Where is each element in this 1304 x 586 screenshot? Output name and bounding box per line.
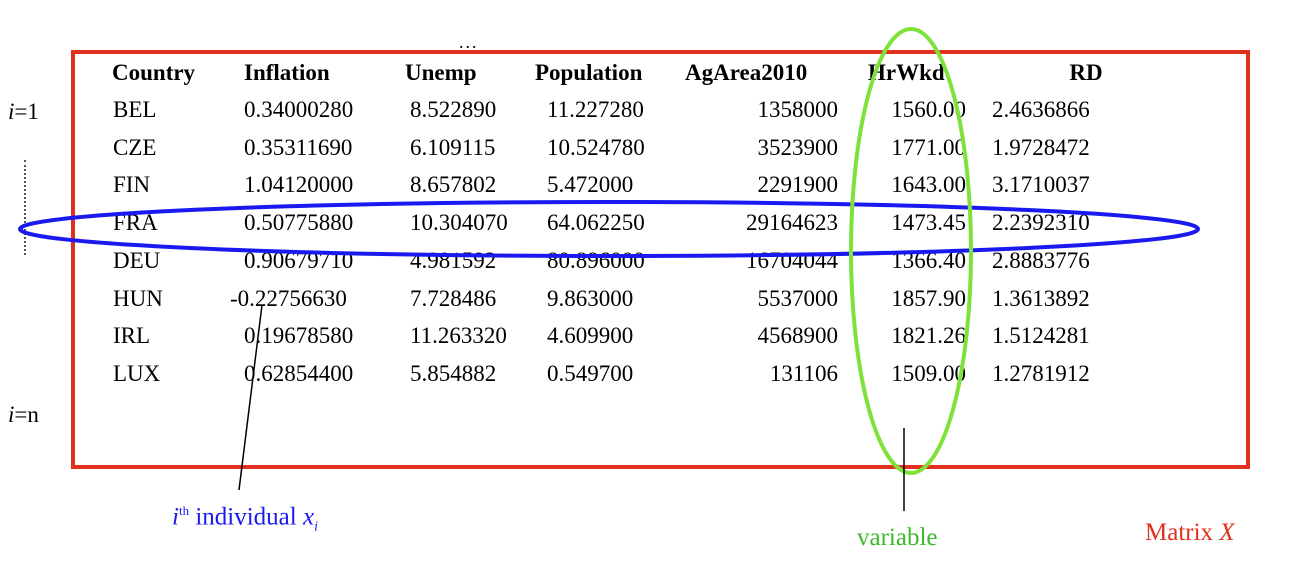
table-cell: 5.854882 [410, 360, 497, 386]
table-cell: 8.522890 [410, 97, 497, 122]
matrix-caption: Matrix X [1145, 519, 1235, 546]
table-cell: 11.263320 [410, 323, 507, 349]
row-country-code: CZE [113, 134, 157, 160]
table-cell: 9.863000 [547, 285, 634, 311]
column-header: Unemp [405, 60, 477, 85]
table-cell: 1.5124281 [992, 323, 1090, 349]
variable-ellipse [849, 27, 973, 475]
table-cell: 10.304070 [410, 210, 508, 236]
table-cell: 1.04120000 [244, 172, 354, 198]
table-cell: 2.4636866 [992, 97, 1090, 122]
individual-caption: ith individual xi [172, 503, 318, 535]
table-cell: 0.549700 [547, 360, 634, 386]
table-cell: 1643.00 [891, 172, 966, 198]
row-label-last: i=n [8, 402, 39, 427]
table-cell: -0.22756630 [230, 285, 347, 311]
table-cell: 1509.00 [891, 360, 966, 386]
variable-caption: variable [857, 524, 938, 551]
table-cell: 4.609900 [547, 323, 634, 349]
table-cell: 1473.45 [891, 210, 966, 236]
table-cell: 64.062250 [547, 210, 645, 236]
table-cell: 1358000 [757, 97, 839, 122]
table-cell: 1.2781912 [992, 360, 1090, 386]
table-cell: 7.728486 [410, 285, 497, 311]
table-cell: 0.35311690 [244, 134, 353, 160]
column-header: Inflation [244, 60, 330, 85]
table-cell: 8.657802 [410, 172, 497, 198]
column-header: HrWkd [868, 60, 945, 85]
table-cell: 0.34000280 [244, 97, 354, 122]
column-header: Country [112, 60, 196, 85]
row-country-code: DEU [113, 247, 161, 273]
table-cell: 5.472000 [547, 172, 634, 198]
row-country-code: IRL [113, 323, 151, 349]
table-cell: 0.62854400 [244, 360, 354, 386]
table-cell: 3523900 [757, 134, 839, 160]
table-cell: 2291900 [757, 172, 839, 198]
table-cell: 131106 [769, 360, 838, 386]
table-cell: 4.981592 [410, 247, 497, 273]
table-cell: 10.524780 [547, 134, 645, 160]
table-cell: 1.9728472 [992, 134, 1090, 160]
column-header: Population [535, 60, 643, 85]
vertical-ellipsis [24, 160, 26, 255]
table-cell: 1857.90 [891, 285, 966, 311]
table-cell: 0.50775880 [244, 210, 354, 236]
table-cell: 2.8883776 [992, 247, 1090, 273]
column-header: RD [1069, 60, 1103, 85]
table-cell: 11.227280 [547, 97, 644, 122]
table-cell: 29164623 [746, 210, 838, 236]
column-header: AgArea2010 [685, 60, 808, 85]
individual-pointer [238, 304, 263, 491]
matrix-frame [71, 50, 1250, 469]
table-cell: 1771.00 [891, 134, 966, 160]
table-cell: 3.1710037 [992, 172, 1090, 198]
row-country-code: LUX [113, 360, 161, 386]
row-label-first: i=1 [8, 99, 39, 124]
table-cell: 1.3613892 [992, 285, 1090, 311]
table-cell: 0.19678580 [244, 323, 354, 349]
row-country-code: BEL [113, 97, 157, 122]
row-country-code: FIN [113, 172, 151, 198]
top-ellipsis: ... [459, 32, 479, 52]
table-cell: 80.896000 [547, 247, 645, 273]
table-cell: 5537000 [757, 285, 839, 311]
table-cell: 4568900 [757, 323, 839, 349]
individual-ellipse [18, 200, 1200, 258]
table-cell: 6.109115 [410, 134, 496, 160]
table-cell: 1821.26 [891, 323, 966, 349]
row-country-code: HUN [113, 285, 163, 311]
table-cell: 16704044 [746, 247, 838, 273]
